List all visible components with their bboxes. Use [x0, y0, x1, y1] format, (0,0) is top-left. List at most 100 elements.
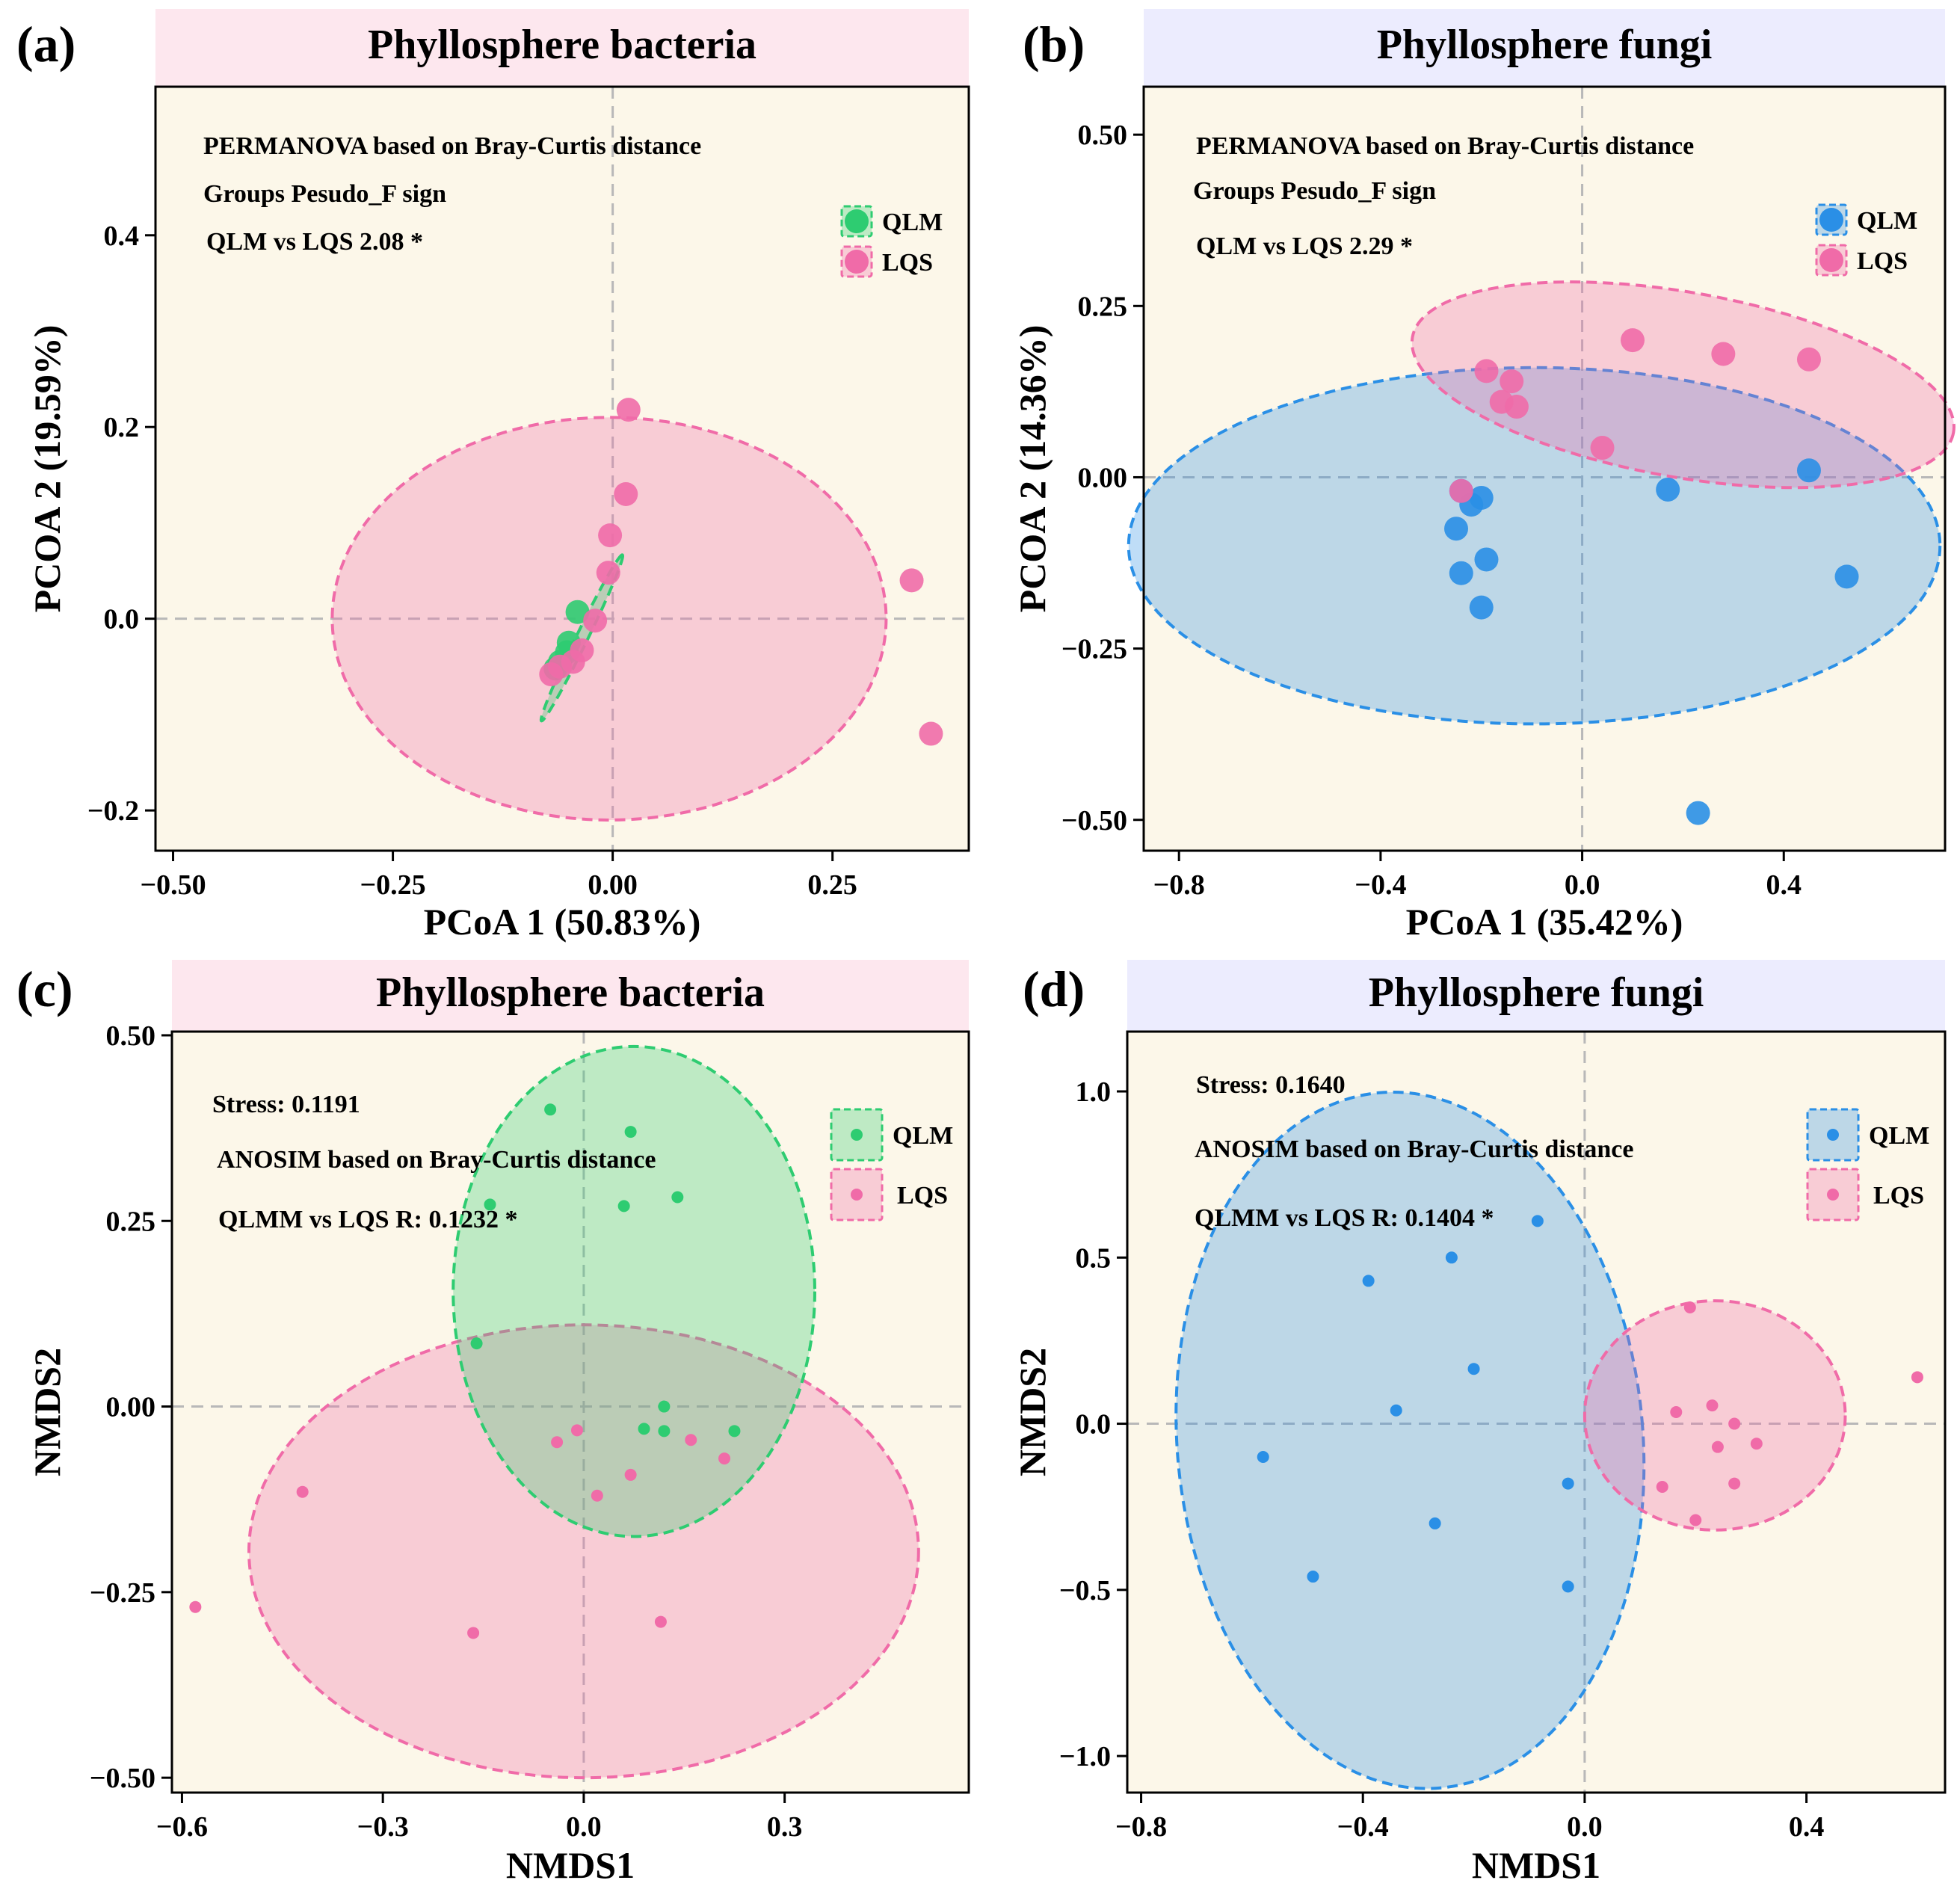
legend-marker-lqs: [851, 1189, 863, 1201]
annotation-line-2: ANOSIM based on Bray-Curtis distance: [217, 1146, 656, 1174]
chart-title: Phyllosphere bacteria: [368, 22, 756, 68]
annotation-line-3: QLMM vs LQS R: 0.1232 *: [218, 1206, 517, 1233]
point-lqs: [899, 568, 924, 593]
panel-label: (c): [16, 961, 73, 1017]
ellipse-lqs: [330, 416, 888, 822]
y-tick-label: −0.50: [1061, 805, 1127, 836]
point-qlm: [1390, 1404, 1402, 1417]
x-axis-ticks: −0.8 −0.4 0.0 0.4: [1115, 1793, 1824, 1843]
y-tick-label: 0.50: [106, 1020, 156, 1052]
x-axis-label: PCoA 1 (50.83%): [424, 901, 701, 943]
point-qlm: [544, 1103, 557, 1116]
zero-lines: [155, 87, 969, 851]
point-lqs: [1728, 1417, 1741, 1430]
y-axis-ticks: −0.50 −0.25 0.00 0.25 0.50: [1061, 120, 1144, 836]
x-tick-label: 0.0: [1567, 1811, 1603, 1843]
point-qlm: [624, 1126, 637, 1138]
legend-label-lqs: LQS: [1873, 1182, 1924, 1210]
x-tick-label: −0.6: [156, 1811, 208, 1843]
y-axis-label: NMDS2: [1011, 1348, 1053, 1476]
point-lqs: [1500, 369, 1524, 394]
point-qlm: [1445, 1251, 1458, 1264]
y-tick-label: 0.25: [1078, 291, 1128, 322]
point-qlm: [1469, 485, 1494, 510]
title-header: [1127, 960, 1945, 1032]
legend-label-qlm: QLM: [1869, 1122, 1929, 1150]
point-lqs: [551, 1436, 564, 1449]
point-qlm: [1562, 1477, 1574, 1490]
point-lqs: [596, 561, 620, 585]
x-axis-ticks: −0.8 −0.4 0.0 0.4: [1153, 851, 1802, 901]
point-qlm: [638, 1423, 650, 1435]
x-axis-ticks: −0.6 −0.3 0.0 0.3: [156, 1793, 803, 1843]
legend: QLM LQS: [840, 205, 943, 278]
point-lqs: [614, 481, 638, 506]
point-qlm: [1562, 1580, 1574, 1593]
legend-marker-lqs: [845, 250, 869, 274]
y-tick-label: 1.0: [1076, 1076, 1112, 1108]
x-tick-label: −0.50: [140, 869, 206, 901]
x-tick-label: 0.3: [767, 1811, 803, 1843]
legend-label-qlm: QLM: [1857, 207, 1917, 235]
annotation-line-3: QLMM vs LQS R: 0.1404 *: [1195, 1204, 1494, 1232]
legend-label-lqs: LQS: [882, 249, 933, 277]
y-axis-ticks: −0.2 0.0 0.2 0.4: [87, 221, 155, 827]
legend-marker-qlm: [845, 209, 869, 233]
chart-title: Phyllosphere fungi: [1369, 970, 1704, 1016]
y-axis-ticks: −1.0 −0.5 0.0 0.5 1.0: [1059, 1076, 1127, 1772]
annotation-line-1: Stress: 0.1191: [212, 1091, 360, 1118]
legend: QLM LQS: [830, 1108, 953, 1221]
y-tick-label: −0.25: [90, 1577, 155, 1609]
point-lqs: [624, 1468, 637, 1481]
ellipse-qlm: [1127, 366, 1942, 726]
legend: QLM LQS: [1806, 1108, 1929, 1221]
x-axis-label: NMDS1: [1472, 1844, 1600, 1886]
x-tick-label: −0.8: [1115, 1811, 1167, 1843]
point-qlm: [1362, 1275, 1375, 1287]
ellipse-lqs: [247, 1323, 920, 1780]
point-lqs: [1504, 395, 1529, 419]
ellipse-qlm: [1174, 1091, 1646, 1790]
legend-label-lqs: LQS: [897, 1182, 948, 1210]
point-qlm: [1429, 1517, 1441, 1529]
legend: QLM LQS: [1815, 203, 1917, 277]
x-tick-label: 0.25: [807, 869, 857, 901]
point-lqs: [1728, 1477, 1741, 1490]
y-tick-label: 0.0: [104, 604, 140, 635]
plot-frame: [1142, 85, 1947, 852]
ellipse-lqs: [1410, 280, 1956, 490]
ellipse-lqs: [1583, 1299, 1847, 1532]
point-lqs: [1449, 478, 1473, 503]
point-lqs: [1796, 347, 1821, 372]
x-axis-label: NMDS1: [506, 1844, 635, 1886]
y-tick-label: 0.00: [106, 1392, 156, 1423]
y-tick-label: −1.0: [1059, 1741, 1111, 1772]
confidence-ellipses: [1174, 1091, 1847, 1790]
point-qlm: [1474, 547, 1499, 572]
plot-frame: [170, 1030, 970, 1794]
annotation-line-1: Stress: 0.1640: [1196, 1071, 1346, 1099]
x-tick-label: −0.25: [360, 869, 426, 901]
point-qlm: [1531, 1215, 1544, 1227]
panel-label: (b): [1023, 16, 1085, 73]
plot-area: [1127, 1032, 1945, 1793]
x-tick-label: 0.4: [1766, 869, 1802, 901]
point-lqs: [1474, 359, 1499, 383]
annotation-line-2: Groups Pesudo_F sign: [1193, 177, 1436, 205]
point-lqs: [189, 1600, 202, 1613]
confidence-ellipses: [247, 1044, 920, 1780]
y-tick-label: 0.00: [1078, 462, 1128, 493]
point-lqs: [1620, 328, 1645, 353]
point-lqs: [1711, 342, 1736, 366]
y-tick-label: −0.2: [87, 795, 139, 827]
point-lqs: [616, 398, 641, 422]
point-lqs: [1706, 1399, 1719, 1412]
point-qlm: [1834, 564, 1859, 589]
y-tick-label: 0.25: [106, 1206, 156, 1237]
annotation-line-3: QLM vs LQS 2.29 *: [1196, 232, 1413, 260]
panel-b: (b) Phyllosphere fungi −0.8 −0.4 0.0 0.4 −0…: [1011, 9, 1956, 943]
legend-label-lqs: LQS: [1857, 247, 1908, 275]
point-qlm: [658, 1425, 671, 1438]
plot-area: [155, 87, 969, 851]
